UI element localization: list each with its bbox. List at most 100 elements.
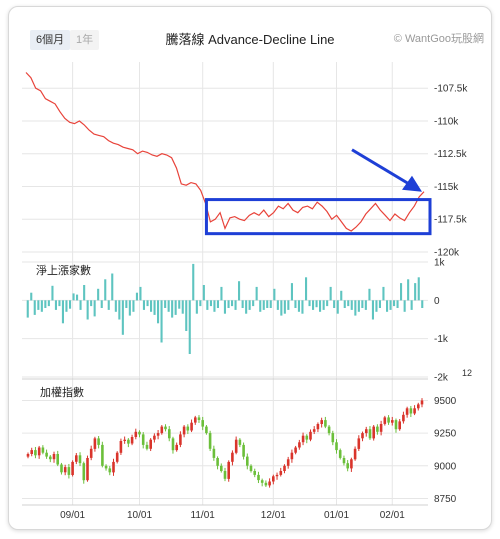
net-advance-bar	[195, 300, 198, 314]
candle-body	[231, 452, 234, 462]
net-advance-bar	[378, 300, 381, 308]
net-advance-bar	[167, 300, 170, 312]
candle-body	[26, 454, 30, 457]
highlight-box	[204, 198, 432, 236]
candle-body	[353, 448, 357, 460]
net-advance-bar	[322, 300, 325, 310]
net-advance-bar	[400, 283, 403, 301]
candle-body	[41, 447, 45, 453]
net-advance-bar	[40, 300, 43, 312]
y-tick-label: -110k	[434, 116, 459, 127]
y-tick-label: 0	[434, 296, 440, 307]
net-advance-bar	[347, 300, 350, 307]
candle-body	[316, 424, 320, 430]
net-advance-bar	[371, 300, 374, 320]
candle-body	[249, 465, 253, 471]
candle-body	[376, 426, 379, 432]
net-advance-bar	[252, 300, 255, 307]
net-advance-bar	[104, 279, 107, 301]
candle-body	[361, 433, 364, 439]
net-advance-bar	[171, 300, 174, 318]
x-axis: 09/01 10/01 11/01 12/01 01/01 02/01	[60, 510, 405, 521]
candle-body	[201, 420, 204, 427]
net-advance-bar	[44, 300, 47, 308]
net-advance-bar	[333, 300, 336, 308]
candle-body	[242, 444, 245, 457]
net-advance-bar	[76, 294, 79, 301]
candle-body	[312, 429, 316, 432]
net-advance-bar	[97, 288, 100, 301]
net-advance-bar	[326, 300, 329, 307]
candle-body	[119, 441, 123, 453]
net-advance-bar	[238, 281, 241, 301]
candle-body	[342, 458, 346, 464]
net-advance-bar	[26, 300, 29, 318]
net-advance-bar	[389, 300, 392, 310]
y-tick-label: 8750	[434, 494, 457, 505]
candle-body	[190, 422, 193, 431]
net-advance-bar	[234, 300, 237, 310]
candle-body	[387, 417, 390, 423]
candle-body	[127, 439, 130, 444]
net-advance-bar	[178, 300, 181, 309]
adl-panel: -107.5k -110k -112.5k -115k -117.5k -120k	[22, 72, 468, 259]
y-tick-label: -120k	[434, 248, 460, 259]
candle-body	[383, 417, 387, 424]
net-advance-bar	[118, 300, 121, 320]
net-advance-bar	[414, 283, 417, 301]
chart-card	[8, 6, 492, 530]
net-advance-bar	[185, 300, 188, 331]
net-advance-bar	[301, 300, 304, 314]
candle-body	[234, 439, 238, 453]
candle-body	[409, 408, 413, 414]
candle-body	[212, 448, 216, 458]
candle-body	[320, 420, 323, 424]
net-advance-bar	[357, 300, 360, 312]
net-advance-bar	[305, 277, 308, 301]
y-tick-label: 9000	[434, 461, 457, 472]
candle-body	[104, 465, 108, 469]
net-advance-bar	[181, 300, 184, 314]
net-advance-bar	[135, 292, 138, 301]
candle-body	[108, 468, 112, 473]
net-advances-panel: 淨上漲家數 1k 0 -1k -2k 12	[22, 258, 472, 384]
net-advance-bar	[329, 286, 332, 301]
y-tick-label: 9500	[434, 396, 457, 407]
net-advance-bar	[343, 300, 346, 308]
net-advance-bar	[157, 300, 160, 324]
candle-body	[160, 426, 164, 434]
tab-6-months[interactable]: 6個月	[30, 30, 71, 50]
net-advance-bar	[150, 300, 153, 312]
net-advance-bar	[202, 285, 205, 301]
net-advance-bar	[139, 286, 142, 301]
candle-body	[253, 471, 256, 475]
net-advance-bar	[287, 300, 290, 310]
net-advance-bar	[86, 300, 89, 320]
candle-body	[264, 482, 268, 486]
net-advance-bar	[65, 300, 68, 312]
net-advance-bar	[132, 300, 135, 312]
candle-body	[405, 408, 409, 415]
net-advance-bar	[386, 300, 389, 312]
net-advance-bar	[361, 300, 364, 308]
net-advance-bar	[276, 300, 279, 310]
x-tick-label: 09/01	[60, 510, 85, 521]
net-advance-bar	[125, 300, 128, 308]
net-advance-bar	[111, 273, 114, 301]
candle-body	[208, 433, 212, 449]
candle-body	[93, 438, 97, 449]
candle-body	[301, 435, 305, 443]
net-advance-bar	[273, 288, 276, 301]
candle-body	[194, 417, 197, 423]
net-advance-bar	[153, 300, 156, 315]
panel-title: 淨上漲家數	[36, 263, 91, 277]
taiex-panel: 加權指數 9500 9250 9000 8750	[22, 385, 457, 506]
candle-body	[357, 438, 361, 449]
candle-body	[223, 471, 227, 479]
net-advance-bar	[61, 300, 64, 324]
tab-1-year[interactable]: 1年	[70, 30, 100, 50]
net-advance-bar	[47, 300, 50, 307]
candle-body	[75, 455, 78, 462]
net-advance-bar	[93, 300, 96, 317]
